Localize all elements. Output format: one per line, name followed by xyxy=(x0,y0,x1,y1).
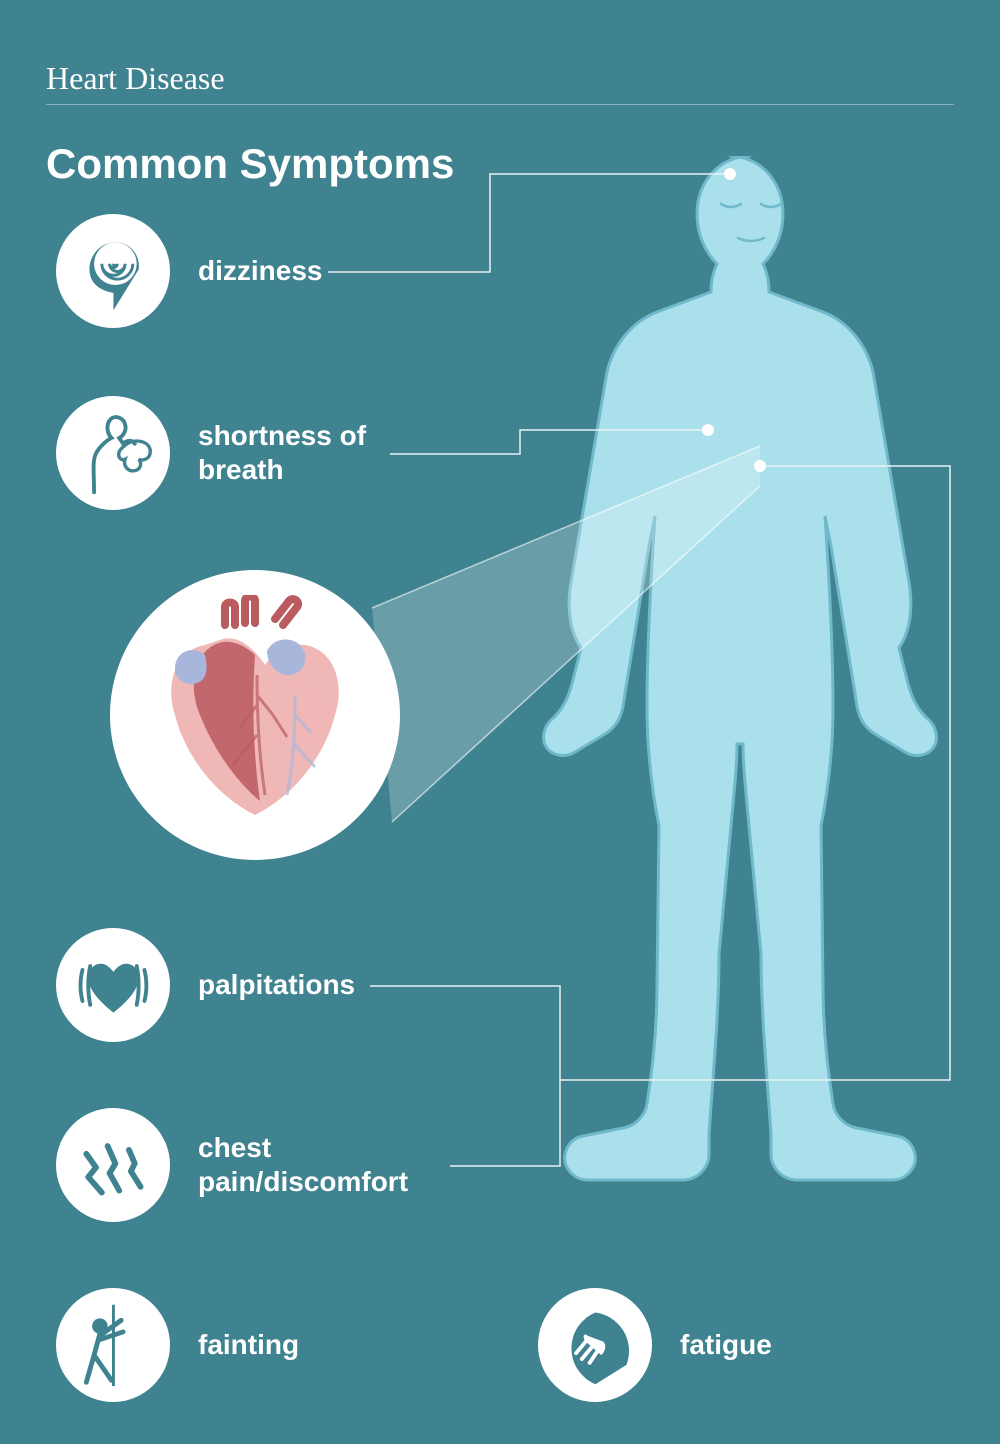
symptom-label-fatigue: fatigue xyxy=(680,1328,772,1362)
spiral-head-icon xyxy=(56,214,170,328)
infographic-canvas: Heart DiseaseCommon Symptoms dizzinesssh… xyxy=(0,0,1000,1444)
symptom-label-chest: chestpain/discomfort xyxy=(198,1131,408,1198)
symptom-label-palpitations: palpitations xyxy=(198,968,355,1002)
fatigue-icon xyxy=(538,1288,652,1402)
heart-anatomy-icon xyxy=(145,595,365,835)
symptom-chest: chestpain/discomfort xyxy=(56,1108,408,1222)
symptom-palpitations: palpitations xyxy=(56,928,355,1042)
symptom-label-dizziness: dizziness xyxy=(198,254,322,288)
symptom-fainting: fainting xyxy=(56,1288,299,1402)
chest-pain-icon xyxy=(56,1108,170,1222)
symptom-label-breath: shortness ofbreath xyxy=(198,419,366,486)
breath-icon xyxy=(56,396,170,510)
symptom-label-fainting: fainting xyxy=(198,1328,299,1362)
heart-detail-circle xyxy=(110,570,400,860)
symptom-breath: shortness ofbreath xyxy=(56,396,366,510)
fainting-icon xyxy=(56,1288,170,1402)
palpitations-icon xyxy=(56,928,170,1042)
symptom-dizziness: dizziness xyxy=(56,214,322,328)
symptom-fatigue: fatigue xyxy=(538,1288,772,1402)
